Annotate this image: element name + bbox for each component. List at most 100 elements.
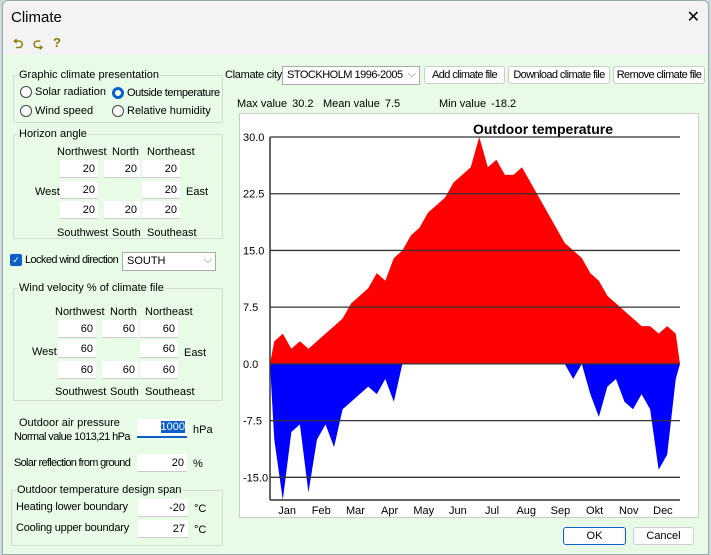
negative-temperature-area bbox=[270, 363, 680, 500]
x-tick-label: Nov bbox=[619, 505, 639, 517]
radio-label: Outside temperature bbox=[127, 87, 220, 99]
radio-solar-radiation[interactable]: Solar radiation bbox=[20, 86, 106, 99]
label-west: West bbox=[32, 346, 57, 358]
max-label: Max value bbox=[237, 98, 288, 110]
x-tick-label: Jan bbox=[278, 505, 296, 517]
city-label: Clamate city bbox=[225, 69, 282, 81]
add-climate-file-button[interactable]: Add climate file bbox=[424, 66, 505, 84]
design-span-group: Outdoor temperature design span Heating … bbox=[11, 484, 223, 546]
chart-svg: Outdoor temperature 30.0 22.5 15.0 7.5 0.0 -7… bbox=[243, 121, 680, 517]
chevron-down-icon: ⌵ bbox=[407, 68, 416, 80]
horizon-n-input[interactable] bbox=[104, 160, 140, 178]
wind-w-input[interactable] bbox=[58, 340, 96, 358]
label-southeast: Southeast bbox=[145, 386, 195, 398]
temperature-chart: Outdoor temperature 30.0 22.5 15.0 7.5 0.0 -7… bbox=[239, 113, 699, 518]
checkbox-label: Locked wind direction bbox=[25, 254, 119, 266]
radio-label: Solar radiation bbox=[35, 86, 106, 98]
y-tick-label: 0.0 bbox=[243, 359, 258, 371]
title-bar: Climate ✕ bbox=[3, 1, 708, 35]
label-north: North bbox=[110, 306, 137, 318]
horizon-w-input[interactable] bbox=[60, 181, 98, 199]
heating-unit: °C bbox=[194, 503, 207, 515]
pressure-normal-label: Normal value 1013,21 hPa bbox=[14, 431, 130, 443]
heating-input[interactable] bbox=[138, 499, 188, 517]
presentation-group: Graphic climate presentation Solar radia… bbox=[13, 69, 223, 123]
max-value: 30.2 bbox=[292, 98, 314, 110]
pressure-unit: hPa bbox=[193, 424, 213, 436]
x-tick-label: Mar bbox=[346, 505, 365, 517]
label-northwest: Northwest bbox=[57, 146, 107, 158]
wind-n-input[interactable] bbox=[102, 320, 138, 338]
x-tick-label: Feb bbox=[312, 505, 331, 517]
radio-outside-temperature[interactable]: Outside temperature bbox=[112, 87, 220, 100]
radio-label: Relative humidity bbox=[127, 105, 211, 117]
selected-value: STOCKHOLM 1996-2005 bbox=[287, 69, 403, 81]
x-tick-label: Dec bbox=[653, 505, 673, 517]
x-tick-label: May bbox=[413, 505, 434, 517]
ok-button[interactable]: OK bbox=[563, 527, 626, 545]
horizon-angle-group: Horizon angle Northwest North Northeast … bbox=[13, 128, 223, 239]
radio-wind-speed[interactable]: Wind speed bbox=[20, 105, 94, 118]
chevron-down-icon: ⌵ bbox=[203, 254, 212, 266]
x-tick-label: Sep bbox=[551, 505, 571, 517]
selected-value: SOUTH bbox=[127, 255, 166, 267]
horizon-s-input[interactable] bbox=[104, 201, 140, 219]
help-icon[interactable]: ? bbox=[53, 35, 61, 50]
pressure-value: 1000 bbox=[160, 421, 185, 433]
download-climate-file-button[interactable]: Download climate file bbox=[508, 66, 610, 84]
x-tick-label: Jul bbox=[485, 505, 499, 517]
locked-wind-checkbox[interactable]: ✓ Locked wind direction bbox=[10, 254, 119, 267]
chart-title: Outdoor temperature bbox=[473, 121, 613, 137]
group-label: Wind velocity % of climate file bbox=[18, 282, 165, 294]
horizon-ne-input[interactable] bbox=[142, 160, 180, 178]
mean-value: 7.5 bbox=[384, 98, 401, 110]
wind-se-input[interactable] bbox=[140, 361, 178, 379]
wind-velocity-group: Wind velocity % of climate file Northwes… bbox=[13, 282, 223, 401]
min-label: Min value bbox=[439, 98, 487, 110]
undo-icon[interactable]: ⮌ bbox=[13, 36, 24, 51]
checkbox-checked-icon: ✓ bbox=[10, 254, 22, 267]
y-tick-label: 30.0 bbox=[243, 132, 264, 144]
pressure-input[interactable]: 1000 bbox=[137, 419, 187, 438]
mean-stat: Mean value 7.5 bbox=[323, 98, 400, 110]
group-label: Outdoor temperature design span bbox=[16, 484, 183, 496]
y-tick-label: 15.0 bbox=[243, 245, 264, 257]
reflection-input[interactable] bbox=[137, 454, 187, 472]
label-east: East bbox=[184, 347, 207, 359]
close-icon[interactable]: ✕ bbox=[686, 9, 700, 26]
mean-label: Mean value bbox=[323, 98, 380, 110]
reflection-label: Solar reflection from ground bbox=[14, 457, 131, 469]
radio-label: Wind speed bbox=[35, 105, 94, 117]
label-west: West bbox=[35, 186, 60, 198]
wind-ne-input[interactable] bbox=[140, 320, 178, 338]
horizon-nw-input[interactable] bbox=[60, 160, 98, 178]
label-north: North bbox=[112, 146, 139, 158]
x-tick-label: Apr bbox=[381, 505, 398, 517]
radio-relative-humidity[interactable]: Relative humidity bbox=[112, 105, 211, 118]
cooling-unit: °C bbox=[194, 524, 207, 536]
city-select[interactable]: STOCKHOLM 1996-2005 ⌵ bbox=[282, 66, 420, 85]
y-tick-label: -7.5 bbox=[243, 416, 262, 428]
redo-icon[interactable]: ⮎ bbox=[33, 36, 44, 51]
reflection-unit: % bbox=[193, 458, 203, 470]
remove-climate-file-button[interactable]: Remove climate file bbox=[613, 66, 705, 84]
horizon-sw-input[interactable] bbox=[60, 201, 98, 219]
cooling-input[interactable] bbox=[138, 520, 188, 538]
wind-sw-input[interactable] bbox=[58, 361, 96, 379]
min-value: -18.2 bbox=[491, 98, 517, 110]
wind-direction-select[interactable]: SOUTH ⌵ bbox=[122, 252, 216, 271]
max-stat: Max value 30.2 bbox=[237, 98, 314, 110]
wind-nw-input[interactable] bbox=[58, 320, 96, 338]
label-northeast: Northeast bbox=[145, 306, 193, 318]
label-south: South bbox=[112, 227, 141, 239]
horizon-se-input[interactable] bbox=[142, 201, 180, 219]
label-northeast: Northeast bbox=[147, 146, 195, 158]
group-label: Graphic climate presentation bbox=[18, 69, 161, 81]
label-southeast: Southeast bbox=[147, 227, 197, 239]
window-title: Climate bbox=[11, 9, 62, 26]
horizon-e-input[interactable] bbox=[142, 181, 180, 199]
cancel-button[interactable]: Cancel bbox=[633, 527, 694, 545]
wind-s-input[interactable] bbox=[102, 361, 138, 379]
wind-e-input[interactable] bbox=[140, 340, 178, 358]
